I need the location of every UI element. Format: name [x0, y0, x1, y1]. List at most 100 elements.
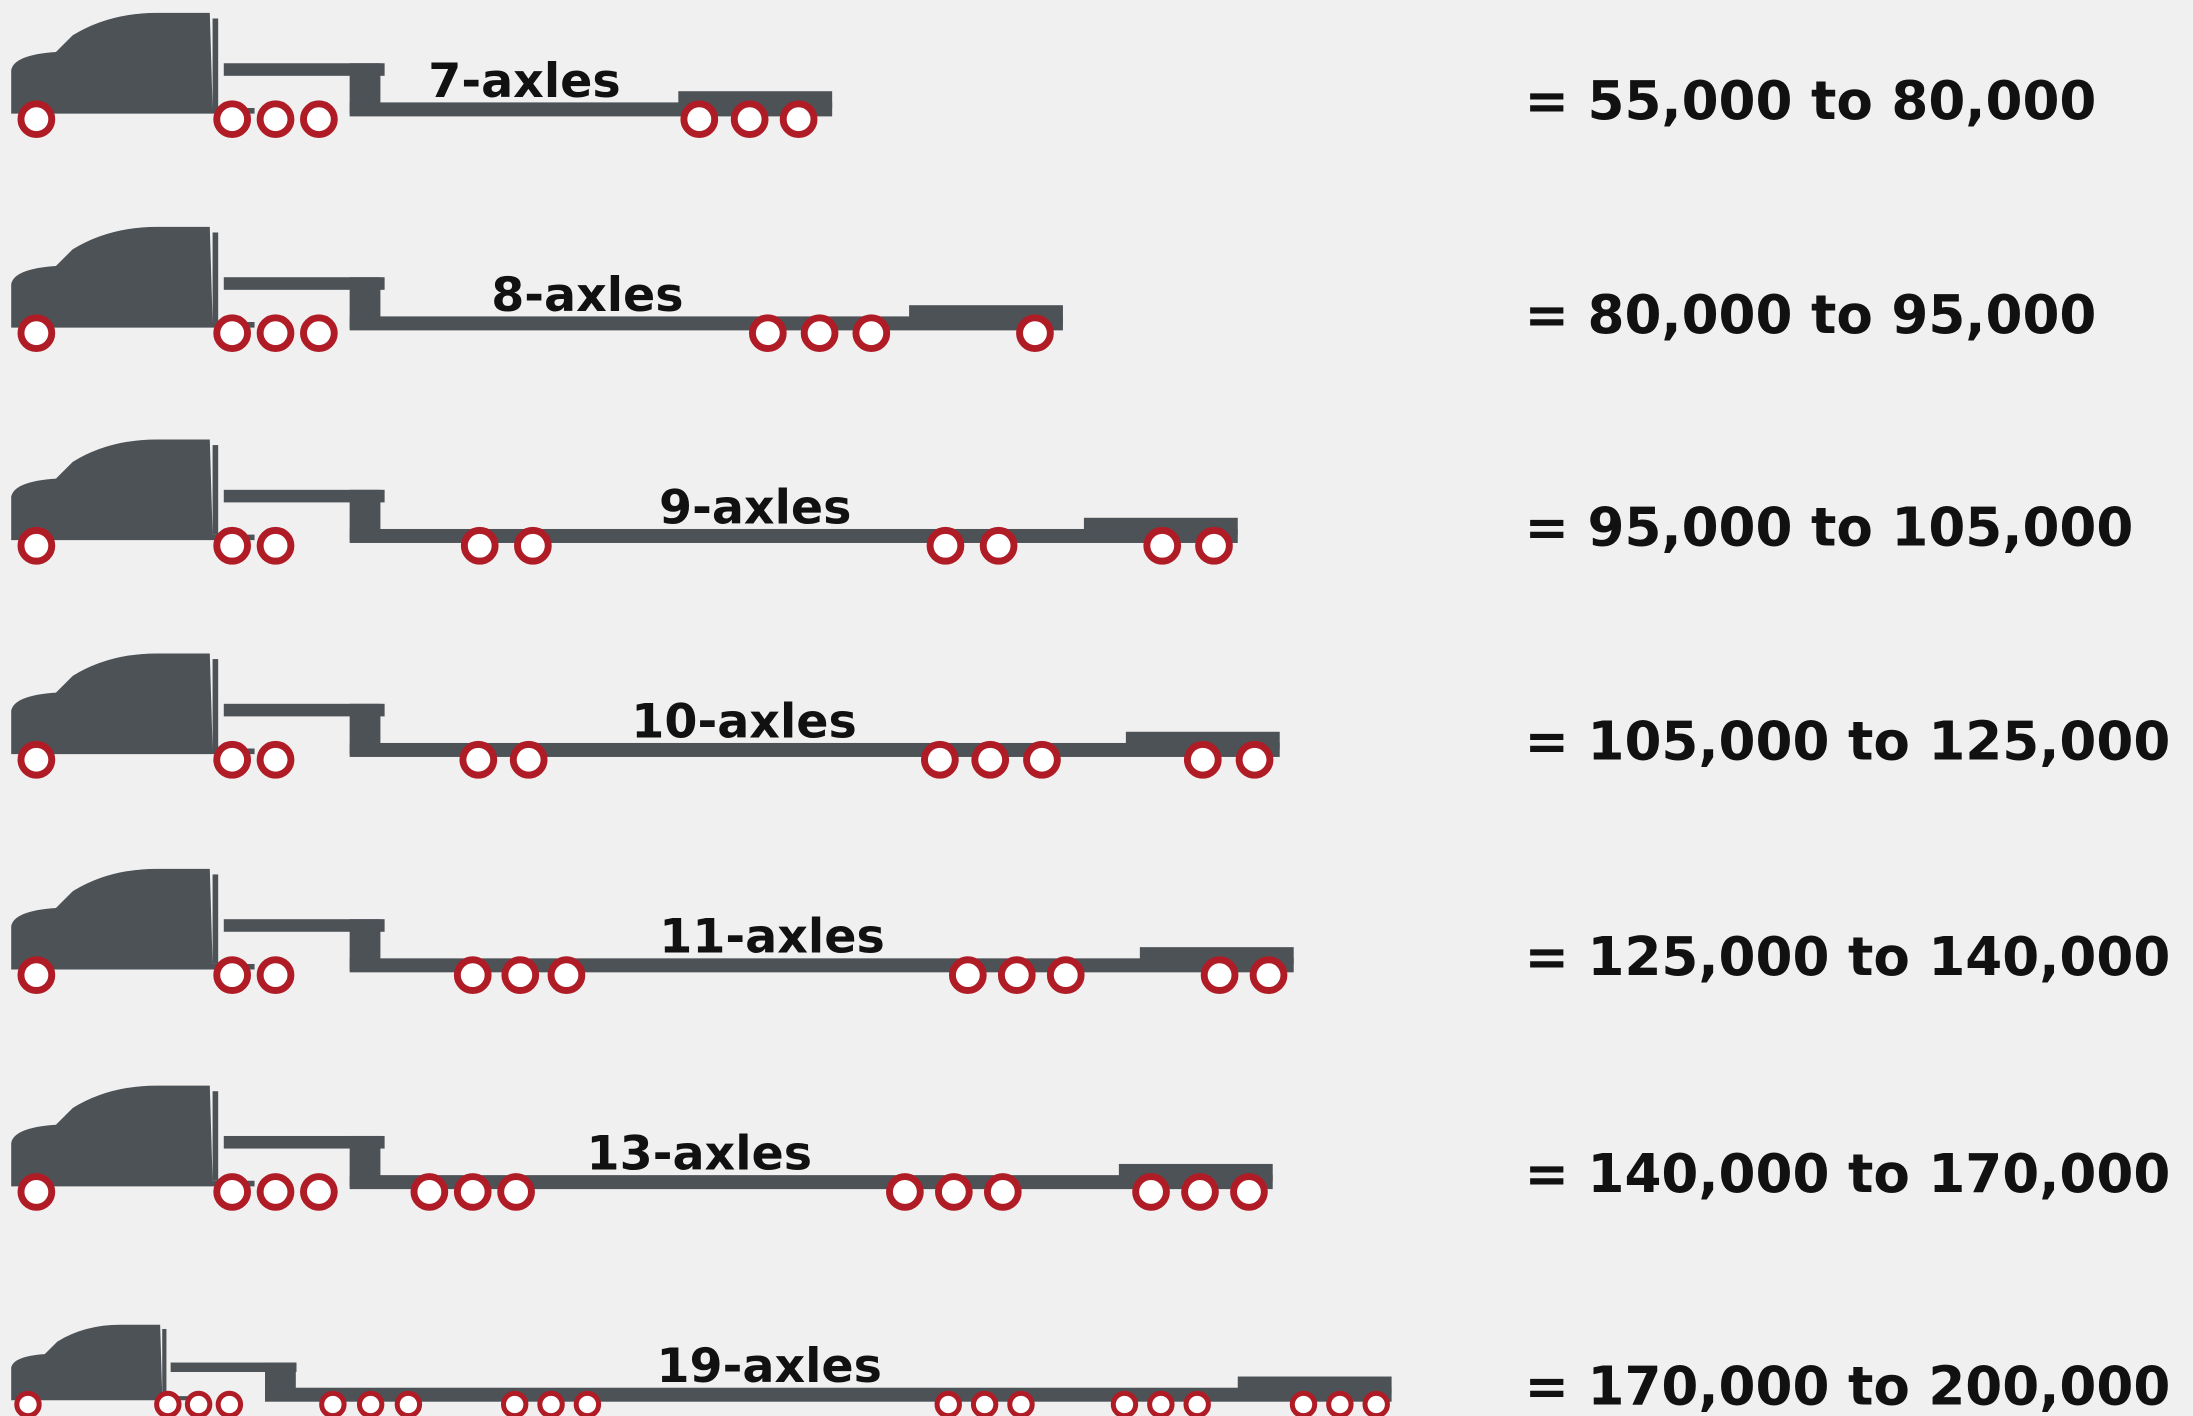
wheel [217, 318, 248, 349]
wheel [1199, 530, 1230, 561]
wheel [260, 960, 291, 991]
wheel [303, 318, 334, 349]
wheel [513, 744, 544, 775]
wheel [1027, 744, 1058, 775]
exhaust-stack [213, 1091, 219, 1181]
wheel [973, 1393, 995, 1415]
axle-label: 10-axles [631, 694, 857, 749]
wheel [359, 1393, 381, 1415]
wheel [1234, 1177, 1265, 1208]
wheel [987, 1177, 1018, 1208]
wheel [1113, 1393, 1135, 1415]
exhaust-stack [213, 232, 219, 322]
wheel [260, 1177, 291, 1208]
wheel [1239, 744, 1270, 775]
wheel [21, 530, 52, 561]
wheel [17, 1393, 39, 1415]
page: 7-axles = 55,000 to 80,000 8-axles = 80,000… [0, 0, 2193, 1416]
wheel [1185, 1177, 1216, 1208]
exhaust-stack [213, 874, 219, 964]
wheel [856, 318, 887, 349]
wheel [1050, 960, 1081, 991]
exhaust-stack [213, 18, 219, 108]
wheel [734, 104, 765, 135]
wheel [1187, 744, 1218, 775]
wheel [463, 744, 494, 775]
wheel [783, 104, 814, 135]
wheel [975, 744, 1006, 775]
weight-range: = 140,000 to 170,000 [1524, 1143, 2170, 1205]
wheel [397, 1393, 419, 1415]
axle-label: 13-axles [587, 1127, 813, 1182]
wheel [21, 104, 52, 135]
weight-range: = 55,000 to 80,000 [1524, 70, 2096, 132]
wheel [924, 744, 955, 775]
wheel [217, 744, 248, 775]
wheel [983, 530, 1014, 561]
infographic: 7-axles = 55,000 to 80,000 8-axles = 80,000… [0, 0, 2193, 1416]
wheel [414, 1177, 445, 1208]
wheel [505, 960, 536, 991]
wheel [217, 530, 248, 561]
weight-range: = 95,000 to 105,000 [1524, 497, 2133, 559]
wheel [937, 1393, 959, 1415]
wheel [457, 960, 488, 991]
wheel [1020, 318, 1051, 349]
wheel [21, 744, 52, 775]
wheel [684, 104, 715, 135]
wheel [303, 1177, 334, 1208]
wheel [303, 104, 334, 135]
wheel [1204, 960, 1235, 991]
wheel [322, 1393, 344, 1415]
wheel [217, 1177, 248, 1208]
wheel [1329, 1393, 1351, 1415]
wheel [21, 960, 52, 991]
wheel [938, 1177, 969, 1208]
wheel [464, 530, 495, 561]
axle-label: 19-axles [656, 1339, 882, 1394]
wheel [260, 530, 291, 561]
exhaust-stack [213, 445, 219, 535]
exhaust-stack [213, 659, 219, 749]
wheel [952, 960, 983, 991]
wheel [517, 530, 548, 561]
wheel [1001, 960, 1032, 991]
exhaust-stack [162, 1329, 166, 1396]
wheel [752, 318, 783, 349]
wheel [457, 1177, 488, 1208]
wheel [218, 1393, 240, 1415]
wheel [1010, 1393, 1032, 1415]
wheel [576, 1393, 598, 1415]
axle-label: 8-axles [491, 268, 683, 323]
wheel [260, 744, 291, 775]
wheel [21, 1177, 52, 1208]
wheel [1365, 1393, 1387, 1415]
wheel [1292, 1393, 1314, 1415]
weight-range: = 80,000 to 95,000 [1524, 284, 2096, 346]
weight-range: = 170,000 to 200,000 [1524, 1356, 2170, 1416]
wheel [1253, 960, 1284, 991]
wheel [217, 960, 248, 991]
axle-label: 11-axles [659, 910, 885, 965]
wheel [260, 104, 291, 135]
trailer-rear [1238, 1377, 1392, 1394]
wheel [1147, 530, 1178, 561]
wheel [187, 1393, 209, 1415]
wheel [551, 960, 582, 991]
wheel [930, 530, 961, 561]
wheel [21, 318, 52, 349]
wheel [890, 1177, 921, 1208]
wheel [217, 104, 248, 135]
wheel [503, 1393, 525, 1415]
wheel [260, 318, 291, 349]
wheel [501, 1177, 532, 1208]
axle-label: 7-axles [428, 54, 620, 109]
wheel [1150, 1393, 1172, 1415]
wheel [1186, 1393, 1208, 1415]
wheel [540, 1393, 562, 1415]
weight-range: = 125,000 to 140,000 [1524, 926, 2170, 988]
wheel [804, 318, 835, 349]
wheel [157, 1393, 179, 1415]
wheel [1136, 1177, 1167, 1208]
axle-label: 9-axles [659, 480, 851, 535]
